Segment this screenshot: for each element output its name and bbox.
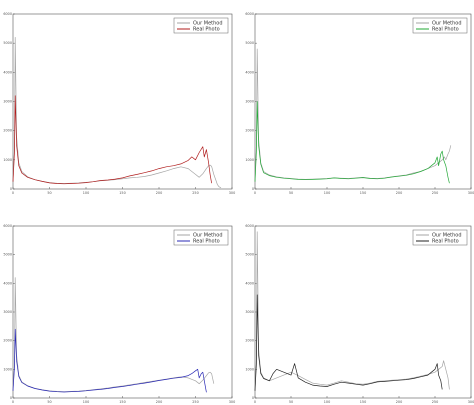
y-tick-label: 6000 [3, 224, 12, 228]
x-tick-label: 300 [468, 191, 474, 195]
y-tick-label: 4000 [245, 70, 254, 74]
y-tick-label: 5000 [3, 253, 12, 257]
x-tick-label: 50 [289, 400, 293, 404]
y-tick-label: 3000 [3, 100, 12, 104]
x-tick-label: 150 [360, 191, 366, 195]
y-tick-label: 6000 [245, 224, 254, 228]
y-tick-label: 0 [10, 187, 12, 191]
x-tick-label: 250 [192, 191, 198, 195]
legend-label: Real Photo [193, 239, 220, 245]
x-tick-label: 150 [360, 400, 366, 404]
x-tick-label: 0 [12, 191, 14, 195]
y-tick-label: 0 [252, 396, 254, 400]
y-tick-label: 2000 [3, 129, 12, 133]
x-tick-label: 0 [12, 400, 14, 404]
plot-area [254, 225, 472, 399]
plot-area [12, 225, 233, 399]
x-tick-label: 150 [119, 400, 125, 404]
y-tick-label: 5000 [245, 253, 254, 257]
chart-panel-2: 0 50 100 150 200 250 3000100020003000400050006… [245, 12, 474, 195]
x-tick-label: 250 [432, 191, 438, 195]
y-tick-label: 2000 [245, 129, 254, 133]
x-tick-label: 100 [324, 191, 330, 195]
legend-label: Our Method [193, 233, 223, 239]
y-tick-label: 6000 [245, 12, 254, 16]
x-tick-label: 0 [254, 191, 256, 195]
x-tick-label: 300 [468, 400, 474, 404]
real-photo-line [254, 101, 450, 184]
x-tick-label: 50 [47, 191, 51, 195]
y-tick-label: 3000 [245, 310, 254, 314]
y-tick-label: 0 [252, 187, 254, 191]
legend-label: Our Method [193, 21, 223, 27]
x-tick-label: 150 [119, 191, 125, 195]
x-tick-label: 0 [254, 400, 256, 404]
y-tick-label: 2000 [245, 339, 254, 343]
y-tick-label: 4000 [3, 281, 12, 285]
x-tick-label: 300 [229, 191, 235, 195]
x-tick-label: 100 [324, 400, 330, 404]
chart-panel-1: 0 50 100 150 200 250 3000100020003000400050006… [3, 12, 235, 195]
x-tick-label: 200 [396, 191, 402, 195]
y-tick-label: 2000 [3, 339, 12, 343]
y-tick-label: 1000 [3, 158, 12, 162]
x-tick-label: 50 [289, 191, 293, 195]
x-tick-label: 300 [229, 400, 235, 404]
x-tick-label: 100 [83, 400, 89, 404]
real-photo-line [12, 95, 212, 185]
y-tick-label: 0 [10, 396, 12, 400]
y-tick-label: 1000 [245, 367, 254, 371]
x-tick-label: 50 [47, 400, 51, 404]
legend-label: Real Photo [193, 27, 220, 33]
x-tick-label: 200 [156, 191, 162, 195]
chart-panel-4: 0 50 100 150 200 250 3000100020003000400050006… [245, 224, 474, 404]
x-tick-label: 200 [396, 400, 402, 404]
real-photo-line [12, 328, 207, 393]
y-tick-label: 1000 [245, 158, 254, 162]
y-tick-label: 5000 [245, 41, 254, 45]
legend-label: Our Method [432, 233, 462, 239]
y-tick-label: 1000 [3, 367, 12, 371]
y-tick-label: 3000 [245, 100, 254, 104]
legend-label: Real Photo [432, 27, 459, 33]
legend-label: Real Photo [432, 239, 459, 245]
y-tick-label: 6000 [3, 12, 12, 16]
y-tick-label: 5000 [3, 41, 12, 45]
x-tick-label: 250 [192, 400, 198, 404]
x-tick-label: 250 [432, 400, 438, 404]
legend-label: Our Method [432, 21, 462, 27]
y-tick-label: 4000 [245, 281, 254, 285]
y-tick-label: 3000 [3, 310, 12, 314]
x-tick-label: 100 [83, 191, 89, 195]
chart-panel-3: 0 50 100 150 200 250 3000100020003000400050006… [3, 224, 235, 404]
y-tick-label: 4000 [3, 70, 12, 74]
real-photo-line [254, 294, 443, 391]
x-tick-label: 200 [156, 400, 162, 404]
plot-area [12, 13, 233, 190]
